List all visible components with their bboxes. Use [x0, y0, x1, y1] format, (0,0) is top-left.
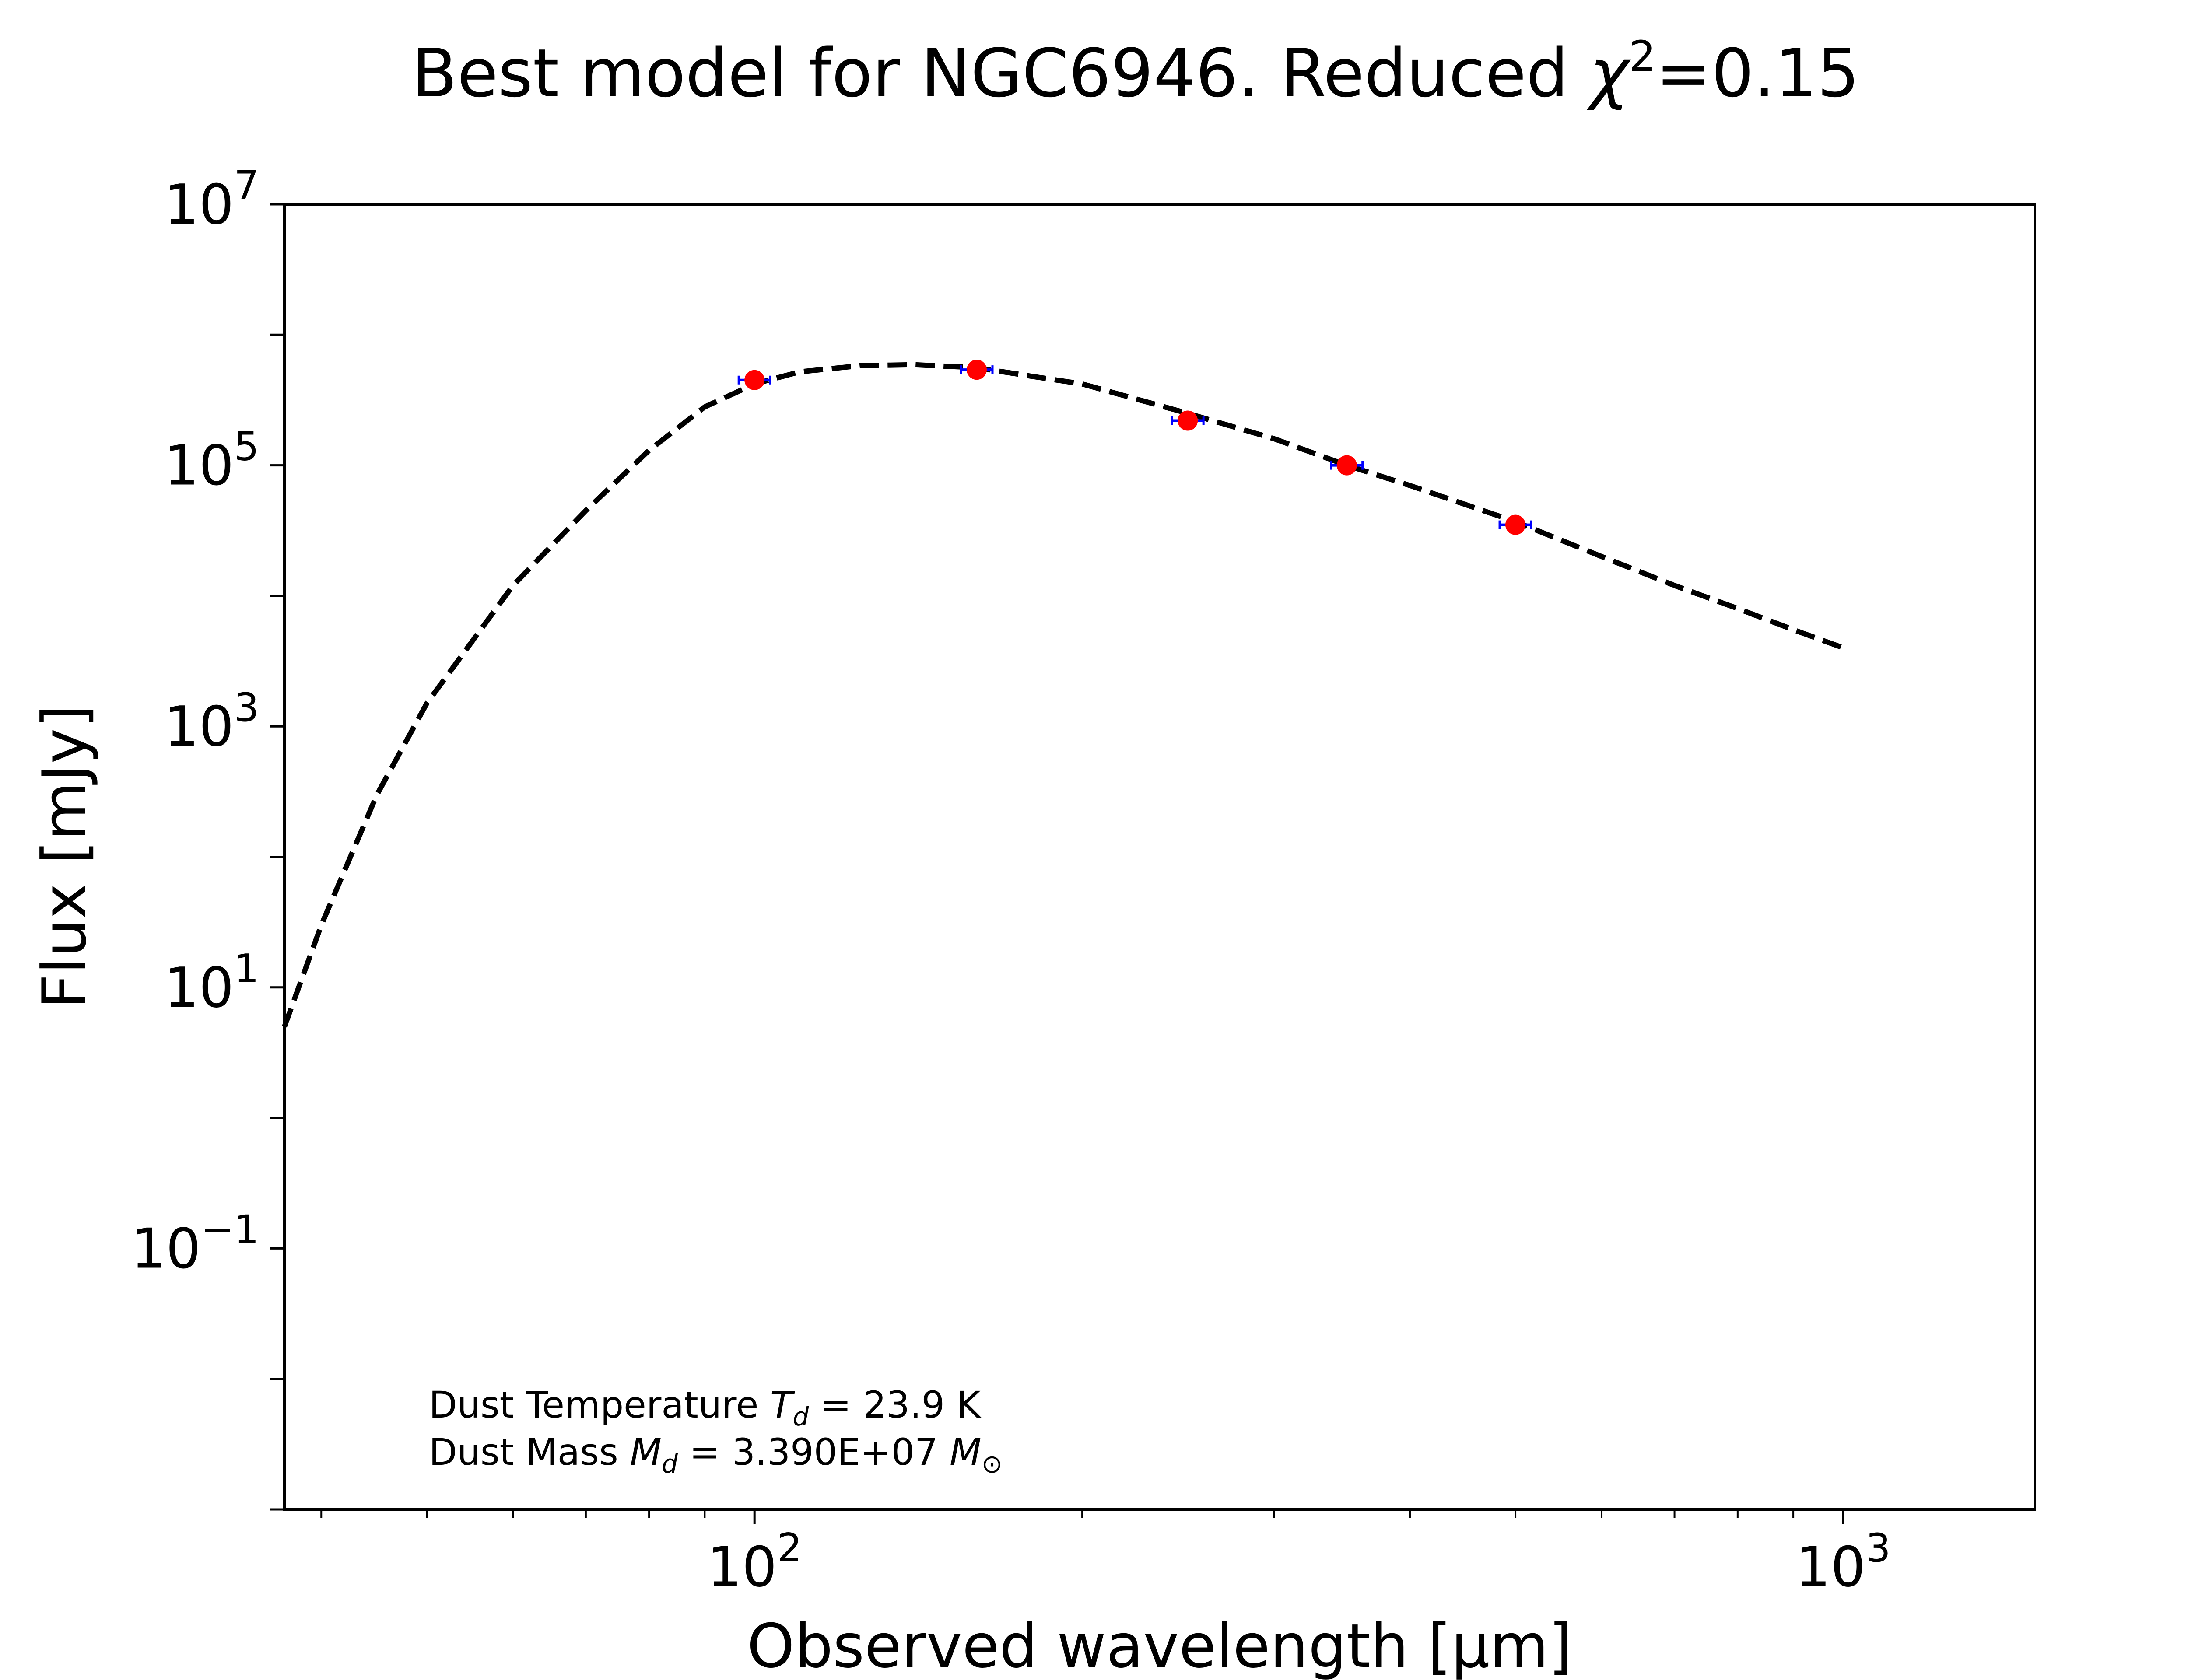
data-point	[1178, 410, 1198, 431]
title-suffix: =0.15	[1656, 35, 1860, 112]
x-tick-label-exponent: 3	[1865, 1525, 1890, 1571]
y-tick-label: 103	[164, 685, 259, 759]
title-superscript: 2	[1629, 32, 1656, 81]
x-axis-label: Observed wavelength [μm]	[747, 1611, 1572, 1680]
y-tick-label-exponent: 7	[234, 163, 259, 209]
mass-symbol: M	[630, 1431, 662, 1474]
y-tick-label: 105	[164, 424, 259, 498]
y-tick-label-base: 10	[164, 434, 234, 498]
data-point	[1336, 455, 1357, 476]
mass-subscript: d	[662, 1449, 678, 1479]
temperature-suffix: = 23.9 K	[809, 1383, 982, 1426]
y-tick-label-exponent: −1	[201, 1207, 259, 1253]
dust-temperature-annotation: Dust Temperature Td = 23.9 K	[429, 1383, 982, 1432]
mass-prefix: Dust Mass	[429, 1431, 630, 1474]
y-tick-label-exponent: 3	[234, 685, 259, 731]
y-tick-label-exponent: 5	[234, 424, 259, 470]
plot-frame	[283, 203, 2036, 1511]
x-tick-label: 102	[707, 1525, 802, 1599]
temperature-prefix: Dust Temperature	[429, 1383, 770, 1426]
y-tick-label: 10−1	[131, 1207, 259, 1281]
data-point	[1505, 514, 1526, 535]
plot-area	[283, 203, 2036, 1511]
data-point	[744, 370, 765, 390]
y-tick-label-exponent: 1	[234, 946, 259, 992]
temperature-symbol: T	[770, 1383, 795, 1426]
mass-unit-symbol: M	[950, 1431, 981, 1474]
x-tick-label-exponent: 2	[777, 1525, 802, 1571]
y-tick-label: 107	[164, 163, 259, 237]
fit-annotation: Dust Temperature Td = 23.9 K Dust Mass M…	[429, 1383, 1003, 1479]
chart-title: Best model for NGC6946. Reduced χ2=0.15	[412, 32, 1860, 112]
y-tick-label-base: 10	[164, 956, 234, 1020]
model-curve	[282, 362, 1844, 1028]
mass-unit-subscript: ⊙	[982, 1449, 1003, 1479]
y-tick-label: 101	[164, 946, 259, 1020]
x-tick-label: 103	[1795, 1525, 1891, 1599]
y-tick-label-base: 10	[164, 694, 234, 759]
y-tick-label-base: 10	[164, 172, 234, 237]
x-tick-label-base: 10	[707, 1535, 777, 1599]
title-prefix: Best model for NGC6946. Reduced	[412, 35, 1590, 112]
x-axis: 102 103	[320, 1509, 1891, 1599]
observed-points	[737, 360, 1532, 535]
y-axis-label: Flux [mJy]	[29, 704, 100, 1008]
dust-mass-annotation: Dust Mass Md = 3.390E+07 M⊙	[429, 1431, 1003, 1479]
x-tick-label-base: 10	[1795, 1535, 1865, 1599]
y-tick-label-base: 10	[131, 1216, 201, 1281]
model-line	[282, 362, 1844, 1028]
temperature-subscript: d	[792, 1402, 809, 1432]
mass-middle: = 3.390E+07	[678, 1431, 950, 1474]
data-point	[966, 360, 987, 380]
title-symbol: χ	[1587, 35, 1631, 112]
